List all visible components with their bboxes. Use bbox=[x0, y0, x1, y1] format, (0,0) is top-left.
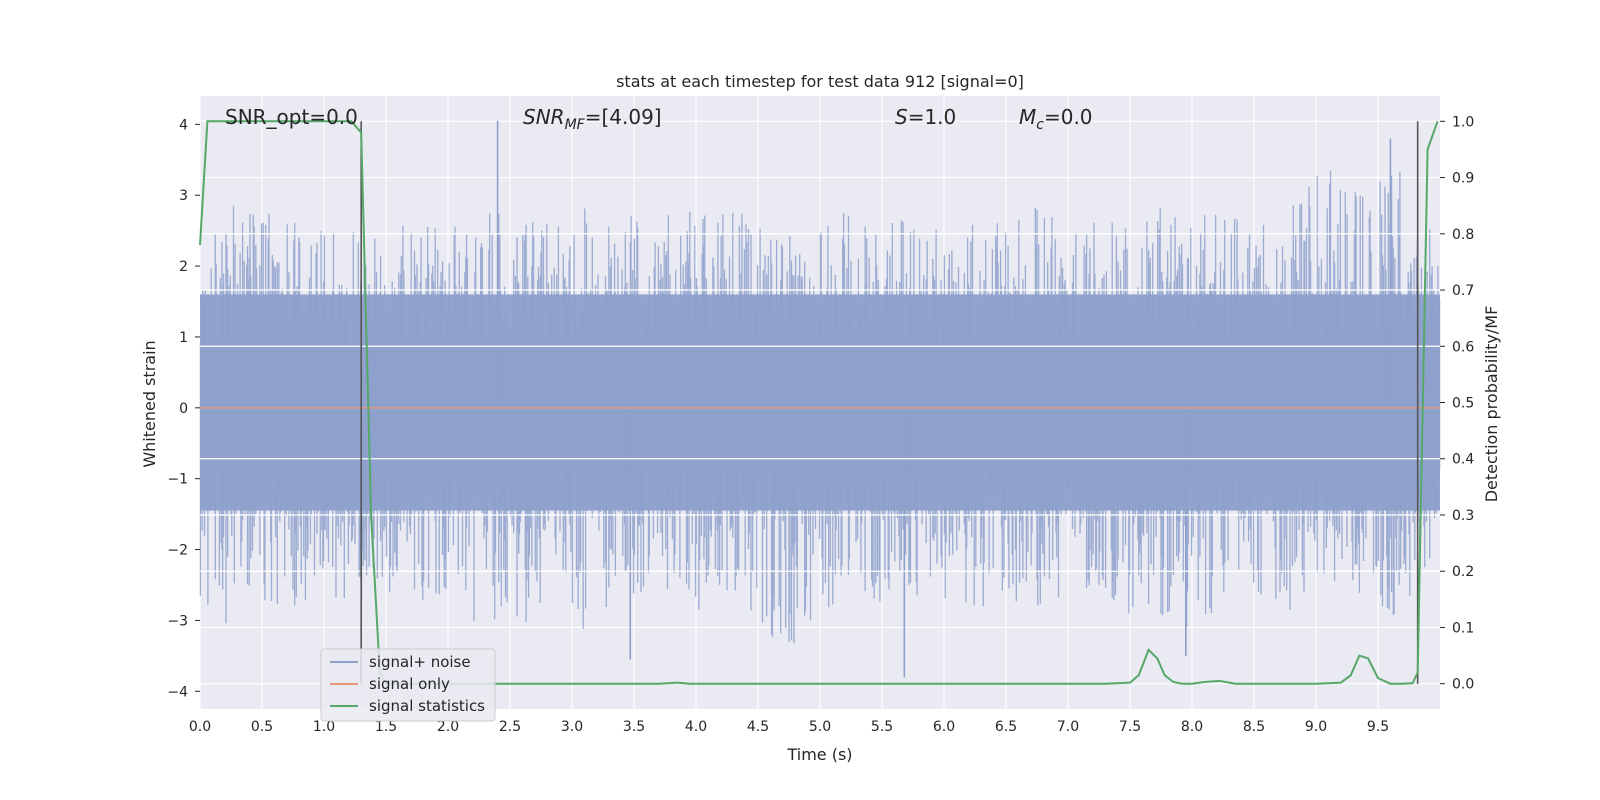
x-tick-label: 5.0 bbox=[809, 719, 831, 735]
x-tick-label: 3.0 bbox=[561, 719, 583, 735]
x-tick-label: 7.0 bbox=[1057, 719, 1079, 735]
y-tick-label: −2 bbox=[167, 543, 188, 559]
y2-tick-label: 0.1 bbox=[1452, 620, 1474, 636]
legend-box bbox=[320, 648, 496, 722]
legend-label-signal-only: signal only bbox=[369, 675, 450, 693]
annotations: SNR_opt=0.0 SNRMF=[4.09] S=1.0 Mc=0.0 bbox=[225, 105, 1093, 133]
y2-tick-label: 0.6 bbox=[1452, 339, 1474, 355]
x-tick-label: 6.5 bbox=[995, 719, 1017, 735]
x-tick-label: 5.5 bbox=[871, 719, 893, 735]
y-tick-label: 2 bbox=[179, 259, 188, 275]
y2-tick-label: 0.2 bbox=[1452, 564, 1474, 580]
y-tick-label: 0 bbox=[179, 401, 188, 417]
x-tick-label: 9.5 bbox=[1367, 719, 1389, 735]
y2-axis-label: Detection probability/MF bbox=[1482, 306, 1501, 503]
y2-tick-label: 0.5 bbox=[1452, 396, 1474, 412]
x-tick-label: 4.5 bbox=[747, 719, 769, 735]
y2-tick-label: 0.4 bbox=[1452, 452, 1474, 468]
x-tick-label: 6.0 bbox=[933, 719, 955, 735]
y-tick-label: 4 bbox=[179, 117, 188, 133]
y2-tick-label: 0.3 bbox=[1452, 508, 1474, 524]
signal-plus-noise-series bbox=[199, 120, 1441, 678]
legend-label-signal-statistics: signal statistics bbox=[369, 697, 485, 715]
legend-label-signal-noise: signal+ noise bbox=[369, 653, 471, 671]
mc-annotation: Mc=0.0 bbox=[1019, 105, 1093, 133]
x-tick-label: 2.0 bbox=[437, 719, 459, 735]
y-tick-label: −3 bbox=[167, 613, 188, 629]
y2-tick-label: 0.7 bbox=[1452, 283, 1474, 299]
y2-tick-label: 0.0 bbox=[1452, 677, 1474, 693]
signal-noise-core bbox=[200, 294, 1440, 511]
y2-tick-label: 1.0 bbox=[1452, 114, 1474, 130]
snr-mf-annotation: SNRMF=[4.09] bbox=[523, 105, 662, 133]
x-tick-label: 4.0 bbox=[685, 719, 707, 735]
legend: signal+ noise signal only signal statist… bbox=[320, 648, 496, 722]
x-tick-label: 9.0 bbox=[1305, 719, 1327, 735]
y-tick-label: 3 bbox=[179, 188, 188, 204]
x-tick-label: 0.5 bbox=[251, 719, 273, 735]
y-tick-label: −1 bbox=[167, 472, 188, 488]
y-axis-label: Whitened strain bbox=[140, 340, 159, 467]
x-axis-label: Time (s) bbox=[786, 745, 852, 764]
x-tick-label: 0.0 bbox=[189, 719, 211, 735]
s-annotation: S=1.0 bbox=[895, 105, 956, 129]
x-tick-label: 8.0 bbox=[1181, 719, 1203, 735]
x-tick-label: 1.5 bbox=[375, 719, 397, 735]
y-tick-label: 1 bbox=[179, 330, 188, 346]
y-tick-label: −4 bbox=[167, 684, 188, 700]
chart-title: stats at each timestep for test data 912… bbox=[616, 72, 1024, 91]
x-tick-label: 2.5 bbox=[499, 719, 521, 735]
tick-labels: 0.0 0.5 1.0 1.5 2.0 2.5 3.0 3.5 4.0 4.5 5.0 5.5 6.0 6… bbox=[167, 114, 1474, 735]
x-tick-label: 7.5 bbox=[1119, 719, 1141, 735]
snr-opt-annotation: SNR_opt=0.0 bbox=[225, 105, 358, 129]
x-tick-label: 1.0 bbox=[313, 719, 335, 735]
signal-statistics-line bbox=[199, 120, 1439, 685]
y2-tick-label: 0.9 bbox=[1452, 171, 1474, 187]
line-series bbox=[199, 120, 1440, 685]
x-tick-label: 8.5 bbox=[1243, 719, 1265, 735]
y2-tick-label: 0.8 bbox=[1452, 227, 1474, 243]
x-tick-label: 3.5 bbox=[623, 719, 645, 735]
